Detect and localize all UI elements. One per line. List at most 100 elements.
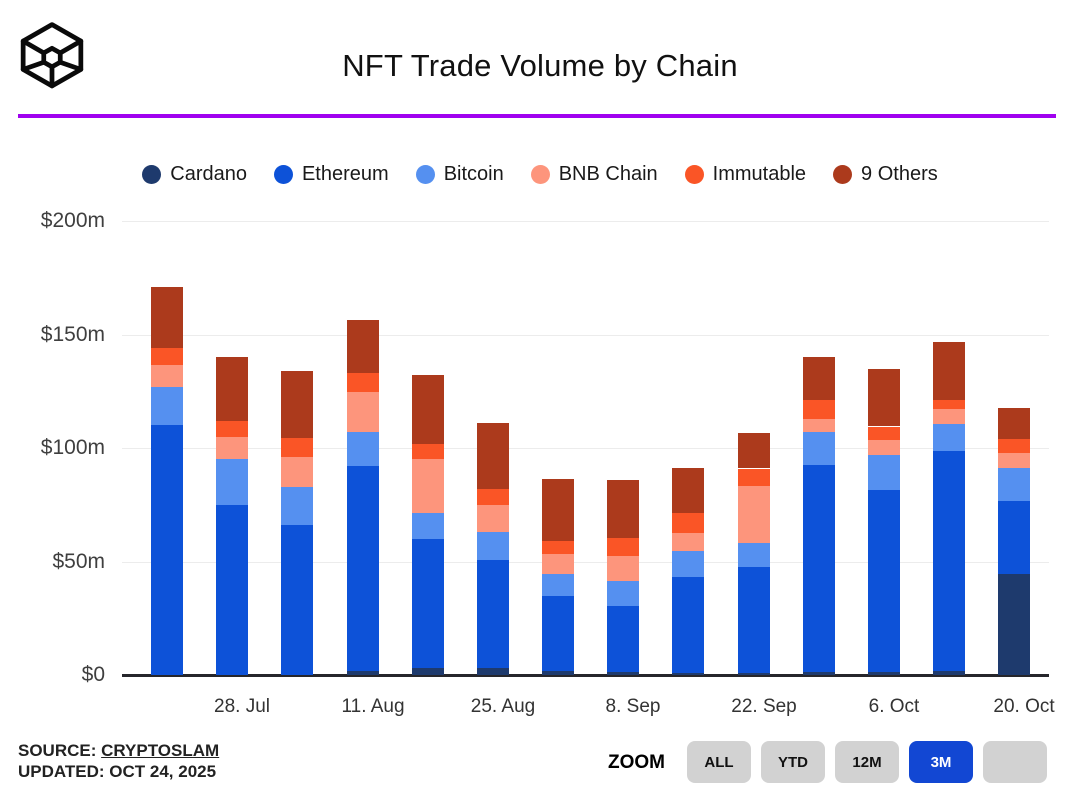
- bar-segment-cardano[interactable]: [998, 574, 1030, 675]
- bar-segment-immutable[interactable]: [607, 537, 639, 556]
- bar-segment-immutable[interactable]: [347, 373, 379, 393]
- bar-segment-immutable[interactable]: [738, 468, 770, 486]
- bar-segment-ethereum[interactable]: [933, 451, 965, 671]
- bar-segment-bitcoin[interactable]: [803, 432, 835, 465]
- bar-week-3[interactable]: [281, 370, 313, 675]
- bar-segment-immutable[interactable]: [672, 512, 704, 534]
- bar-segment-cardano[interactable]: [803, 671, 835, 675]
- bar-week-1[interactable]: [151, 286, 183, 675]
- bar-segment-9-others[interactable]: [672, 468, 704, 513]
- bar-segment-bnb-chain[interactable]: [281, 457, 313, 487]
- bar-segment-immutable[interactable]: [412, 443, 444, 460]
- bar-week-4[interactable]: [347, 319, 379, 675]
- bar-segment-9-others[interactable]: [738, 433, 770, 469]
- bar-week-6[interactable]: [477, 423, 509, 675]
- bar-segment-immutable[interactable]: [151, 348, 183, 366]
- bar-week-12[interactable]: [868, 368, 900, 675]
- bar-segment-9-others[interactable]: [998, 408, 1030, 439]
- bar-segment-bitcoin[interactable]: [607, 580, 639, 606]
- bar-segment-bnb-chain[interactable]: [803, 418, 835, 433]
- bar-segment-immutable[interactable]: [933, 400, 965, 410]
- bar-segment-9-others[interactable]: [868, 368, 900, 427]
- bar-segment-ethereum[interactable]: [868, 490, 900, 672]
- bar-segment-cardano[interactable]: [933, 670, 965, 675]
- bar-segment-ethereum[interactable]: [347, 466, 379, 671]
- bar-week-13[interactable]: [933, 342, 965, 675]
- bar-segment-immutable[interactable]: [998, 438, 1030, 453]
- bar-week-11[interactable]: [803, 357, 835, 675]
- bar-segment-immutable[interactable]: [216, 420, 248, 437]
- bar-segment-ethereum[interactable]: [607, 605, 639, 672]
- bar-segment-cardano[interactable]: [542, 670, 574, 675]
- zoom-button-blank[interactable]: [983, 741, 1047, 783]
- bar-segment-bitcoin[interactable]: [347, 432, 379, 467]
- bar-segment-bnb-chain[interactable]: [868, 440, 900, 455]
- bar-segment-ethereum[interactable]: [542, 595, 574, 671]
- bar-segment-9-others[interactable]: [803, 357, 835, 401]
- bar-segment-cardano[interactable]: [672, 672, 704, 675]
- bar-week-7[interactable]: [542, 478, 574, 675]
- bar-segment-cardano[interactable]: [477, 668, 509, 675]
- bar-segment-bnb-chain[interactable]: [672, 533, 704, 552]
- legend-item-cardano[interactable]: Cardano: [142, 163, 247, 186]
- zoom-button-ytd[interactable]: YTD: [761, 741, 825, 783]
- bar-segment-bnb-chain[interactable]: [412, 459, 444, 513]
- bar-segment-immutable[interactable]: [281, 437, 313, 458]
- bar-week-10[interactable]: [738, 433, 770, 675]
- bar-segment-9-others[interactable]: [933, 342, 965, 401]
- bar-segment-cardano[interactable]: [868, 671, 900, 675]
- bar-segment-bnb-chain[interactable]: [998, 452, 1030, 469]
- bar-segment-bitcoin[interactable]: [933, 424, 965, 452]
- bar-segment-bitcoin[interactable]: [542, 573, 574, 596]
- bar-segment-bnb-chain[interactable]: [542, 553, 574, 574]
- bar-segment-immutable[interactable]: [477, 488, 509, 505]
- bar-segment-ethereum[interactable]: [477, 560, 509, 669]
- bar-segment-bitcoin[interactable]: [998, 468, 1030, 502]
- bar-segment-bnb-chain[interactable]: [738, 485, 770, 544]
- source-link[interactable]: CRYPTOSLAM: [101, 741, 220, 760]
- bar-segment-ethereum[interactable]: [803, 465, 835, 672]
- bar-segment-ethereum[interactable]: [216, 504, 248, 675]
- bar-segment-9-others[interactable]: [151, 286, 183, 349]
- legend-item-bitcoin[interactable]: Bitcoin: [415, 163, 504, 186]
- bar-segment-9-others[interactable]: [347, 319, 379, 374]
- bar-segment-cardano[interactable]: [738, 672, 770, 675]
- bar-segment-bitcoin[interactable]: [868, 454, 900, 490]
- bar-segment-bnb-chain[interactable]: [151, 365, 183, 387]
- bar-segment-ethereum[interactable]: [151, 425, 183, 675]
- bar-segment-bitcoin[interactable]: [477, 532, 509, 561]
- bar-week-9[interactable]: [672, 468, 704, 675]
- bar-segment-bnb-chain[interactable]: [607, 555, 639, 581]
- bar-segment-bitcoin[interactable]: [151, 386, 183, 426]
- zoom-button-12m[interactable]: 12M: [835, 741, 899, 783]
- bar-segment-bitcoin[interactable]: [412, 512, 444, 539]
- legend-item-ethereum[interactable]: Ethereum: [273, 163, 389, 186]
- bar-segment-9-others[interactable]: [607, 479, 639, 538]
- bar-segment-9-others[interactable]: [542, 478, 574, 542]
- bar-week-14[interactable]: [998, 408, 1030, 675]
- bar-segment-bnb-chain[interactable]: [347, 392, 379, 433]
- bar-segment-bitcoin[interactable]: [281, 486, 313, 526]
- bar-segment-ethereum[interactable]: [998, 501, 1030, 574]
- zoom-button-3m[interactable]: 3M: [909, 741, 973, 783]
- bar-segment-cardano[interactable]: [607, 671, 639, 675]
- bar-segment-bnb-chain[interactable]: [216, 436, 248, 460]
- legend-item-bnb-chain[interactable]: BNB Chain: [530, 163, 658, 186]
- bar-week-8[interactable]: [607, 479, 639, 675]
- legend-item-9-others[interactable]: 9 Others: [833, 163, 938, 186]
- bar-segment-ethereum[interactable]: [281, 525, 313, 675]
- bar-segment-bitcoin[interactable]: [738, 543, 770, 568]
- bar-segment-9-others[interactable]: [412, 375, 444, 444]
- bar-segment-ethereum[interactable]: [672, 577, 704, 673]
- bar-segment-9-others[interactable]: [281, 370, 313, 438]
- bar-segment-ethereum[interactable]: [738, 567, 770, 673]
- bar-segment-cardano[interactable]: [412, 668, 444, 675]
- bar-segment-9-others[interactable]: [216, 357, 248, 421]
- bar-week-2[interactable]: [216, 357, 248, 675]
- zoom-button-all[interactable]: ALL: [687, 741, 751, 783]
- bar-segment-immutable[interactable]: [803, 400, 835, 419]
- bar-segment-cardano[interactable]: [347, 670, 379, 675]
- bar-segment-bitcoin[interactable]: [216, 459, 248, 505]
- bar-segment-bnb-chain[interactable]: [933, 409, 965, 425]
- bar-segment-bnb-chain[interactable]: [477, 504, 509, 532]
